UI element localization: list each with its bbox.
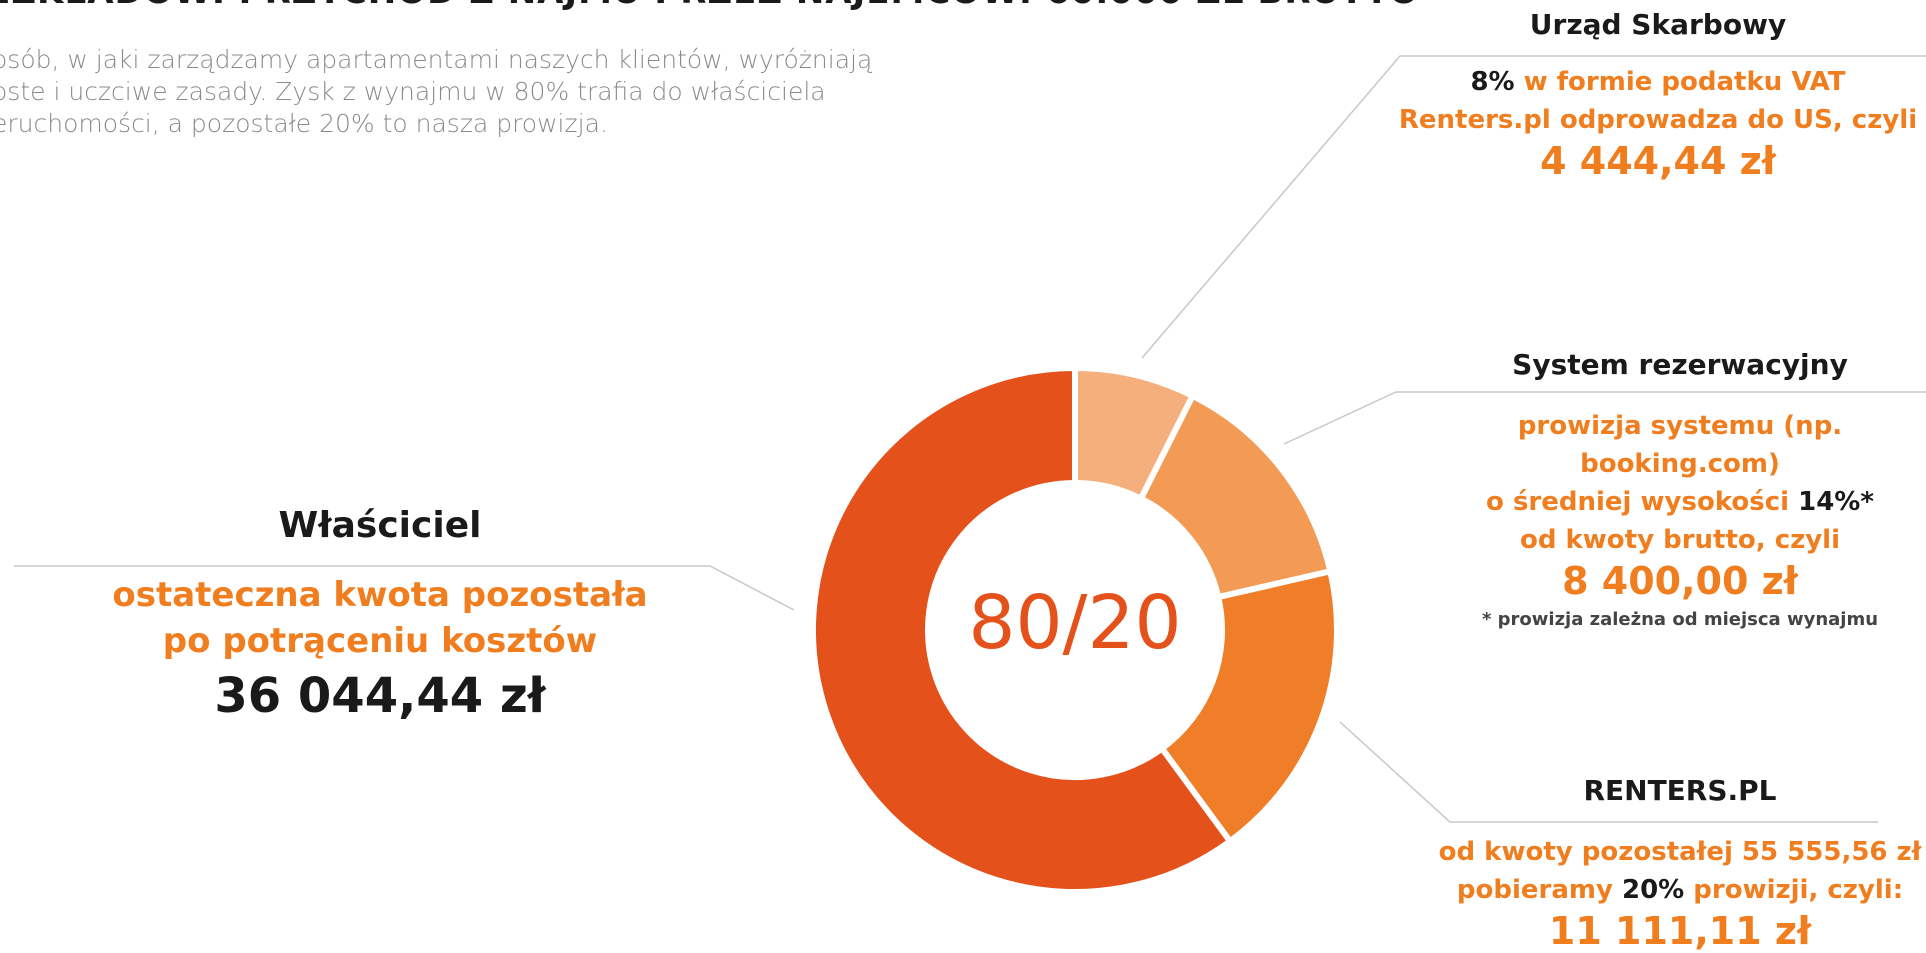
owner-desc-line: po potrąceniu kosztów [162, 621, 598, 661]
tax-office-label: Urząd Skarbowy 8% w formie podatku VAT R… [1390, 8, 1926, 183]
intro-line: osób, w jaki zarządzamy apartamentami na… [0, 45, 873, 74]
slice-booking-system [1136, 391, 1334, 601]
intro-line: eruchomości, a pozostałe 20% to nasza pr… [0, 109, 608, 138]
intro-text: osób, w jaki zarządzamy apartamentami na… [0, 44, 912, 140]
leader-lines [14, 55, 1926, 823]
booking-system-title: System rezerwacyjny [1512, 348, 1848, 381]
owner-label: Właściciel ostateczna kwota pozostała po… [60, 505, 700, 724]
renters-desc-text: prowizji, czyli: [1684, 875, 1904, 905]
booking-system-amount: 8 400,00 zł [1562, 559, 1798, 603]
owner-amount: 36 044,44 zł [214, 668, 546, 724]
leader-line-owner [14, 565, 795, 611]
booking-system-label: System rezerwacyjny prowizja systemu (np… [1420, 348, 1926, 630]
owner-desc-line: ostateczna kwota pozostała [112, 575, 648, 615]
booking-desc-text: o średniej wysokości [1486, 487, 1799, 517]
tax-office-desc-line: Renters.pl odprowadza do US, czyli [1398, 105, 1918, 135]
renters-desc-line: od kwoty pozostałej 55 555,56 zł [1438, 837, 1922, 867]
tax-office-amount: 4 444,44 zł [1540, 139, 1776, 183]
booking-system-description: prowizja systemu (np. booking.com) o śre… [1420, 407, 1926, 559]
tax-office-pct: 8% [1470, 67, 1515, 97]
booking-desc-line: o średniej wysokości 14%* [1420, 483, 1926, 521]
owner-title: Właściciel [278, 505, 482, 546]
tax-office-title: Urząd Skarbowy [1529, 8, 1787, 41]
tax-office-description: 8% w formie podatku VAT Renters.pl odpro… [1390, 63, 1926, 139]
booking-pct: 14%* [1798, 487, 1874, 517]
renters-title: RENTERS.PL [1583, 774, 1777, 807]
leader-line-renters [1339, 721, 1878, 823]
renters-desc-line: pobieramy 20% prowizji, czyli: [1420, 871, 1926, 909]
booking-desc-line: od kwoty brutto, czyli [1519, 525, 1841, 555]
renters-desc-text: pobieramy [1456, 875, 1622, 905]
intro-line: oste i uczciwe zasady. Zysk z wynajmu w … [0, 77, 826, 106]
donut-slices [810, 364, 1340, 895]
renters-label: RENTERS.PL od kwoty pozostałej 55 555,56… [1420, 774, 1926, 953]
donut-center-label: 80/20 [968, 580, 1182, 666]
tax-office-desc-text: w formie podatku VAT [1514, 67, 1846, 97]
tax-office-desc-line: 8% w formie podatku VAT [1390, 63, 1926, 101]
page-heading: REZKŁADOWI PRZYCHÓD Z NAJMU PRZEZ NAJEMC… [0, 0, 1419, 12]
leader-line-us [1141, 55, 1926, 359]
booking-system-note: * prowizja zależna od miejsca wynajmu [1481, 609, 1879, 630]
booking-desc-line: prowizja systemu (np. booking.com) [1517, 411, 1843, 479]
leader-line-booking [1283, 391, 1926, 445]
renters-pct: 20% [1621, 875, 1685, 905]
renters-description: od kwoty pozostałej 55 555,56 zł pobiera… [1420, 833, 1926, 909]
slice-renters [1157, 567, 1340, 846]
slice-owner [810, 364, 1235, 895]
renters-amount: 11 111,11 zł [1548, 909, 1812, 953]
owner-description: ostateczna kwota pozostała po potrąceniu… [60, 572, 700, 664]
